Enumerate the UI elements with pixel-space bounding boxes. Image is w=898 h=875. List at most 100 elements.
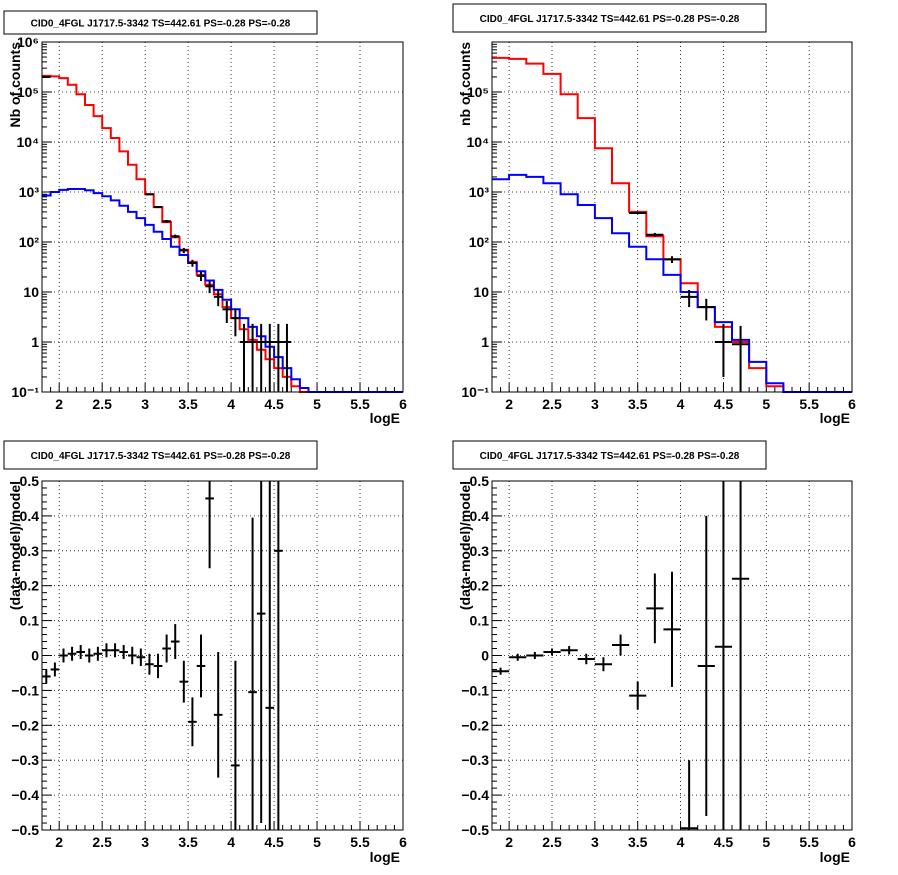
x-tick-label: 4: [227, 396, 235, 412]
data-point: [274, 323, 283, 392]
y-tick-label: −0.2: [461, 717, 489, 733]
y-tick-label: −0.4: [461, 787, 489, 803]
x-tick-label: 3.5: [628, 834, 648, 850]
chart-panel-top-left: 2 2.5 3 3.5 4 4.5 5 5.5 6 10⁻¹ 1 10 10² 10³ 10⁴ 10⁵ 10⁶ l…: [3, 10, 407, 426]
chart-title-box: [452, 440, 767, 470]
plot-frame: [491, 480, 853, 831]
y-tick-label: 0.4: [20, 508, 40, 524]
x-tick-label: 4.5: [714, 834, 734, 850]
x-tick-label: 5: [313, 834, 321, 850]
chart-title-box: [3, 10, 318, 35]
data-point: [59, 648, 68, 663]
data-point: [248, 323, 257, 392]
x-tick-label: 2.5: [542, 396, 562, 412]
y-tick-label: −0.1: [461, 682, 489, 698]
x-tick-label: 4: [677, 396, 685, 412]
y-tick-label: −0.3: [11, 752, 39, 768]
data-point: [732, 481, 750, 830]
data-point: [526, 652, 544, 659]
data-point: [205, 281, 214, 294]
x-tick-label: 5.5: [799, 834, 819, 850]
y-tick-label: 10²: [469, 234, 490, 250]
data-point: [231, 660, 240, 830]
x-axis-label: logE: [370, 849, 400, 865]
y-tick-label: 0.5: [20, 473, 40, 489]
y-tick-label: 0.1: [20, 613, 40, 629]
y-tick-label: 10²: [19, 234, 40, 250]
x-tick-label: 5: [313, 396, 321, 412]
y-axis-label: nb of counts: [457, 42, 473, 126]
data-point: [205, 481, 214, 569]
y-tick-label: 0.2: [470, 578, 490, 594]
y-tick-label: 10⁴: [467, 134, 490, 150]
y-tick-label: 10⁻¹: [11, 384, 39, 400]
data-point: [84, 648, 94, 663]
x-tick-label: 4.5: [264, 834, 284, 850]
x-tick-label: 4.5: [714, 396, 734, 412]
y-tick-label: 10⁻¹: [461, 384, 489, 400]
chart-title: CID0_4FGL J1717.5-3342 TS=442.61 PS=-0.2…: [480, 14, 740, 25]
x-tick-label: 2: [55, 834, 63, 850]
y-tick-label: 0.3: [470, 543, 490, 559]
x-tick-label: 5: [762, 396, 770, 412]
x-tick-label: 2.5: [92, 396, 112, 412]
data-point: [153, 653, 163, 679]
data-point: [231, 308, 240, 337]
y-tick-label: 1: [31, 334, 39, 350]
series-1-histogram-line: [492, 173, 852, 393]
x-tick-label: 6: [399, 396, 407, 412]
data-point: [560, 646, 578, 655]
plot-frame: [41, 480, 404, 831]
data-point: [697, 298, 715, 321]
y-tick-label: 0.1: [470, 613, 490, 629]
data-point: [248, 517, 257, 830]
data-point: [213, 652, 223, 778]
data-point: [76, 645, 85, 659]
data-point: [509, 653, 527, 661]
y-tick-label: −0.2: [11, 717, 39, 733]
data-point: [543, 648, 561, 656]
series-1-histogram-line: [42, 188, 403, 393]
y-tick-label: 0.4: [470, 508, 490, 524]
data-point: [145, 193, 154, 196]
y-tick-label: 10: [473, 284, 489, 300]
y-axis-label: Nb of counts: [7, 42, 23, 128]
x-tick-label: 4: [677, 834, 685, 850]
data-point: [213, 290, 223, 307]
data-point: [646, 232, 664, 237]
data-point: [162, 219, 171, 223]
x-tick-label: 4.5: [264, 396, 284, 412]
x-tick-label: 3.5: [628, 396, 648, 412]
chart-title-box: [452, 3, 767, 33]
data-point: [42, 75, 51, 79]
data-point: [732, 325, 750, 392]
y-tick-label: 0: [481, 648, 489, 664]
x-tick-label: 3: [591, 834, 599, 850]
y-tick-label: 10⁴: [17, 134, 40, 150]
data-point: [265, 323, 275, 392]
chart-title: CID0_4FGL J1717.5-3342 TS=442.61 PS=-0.2…: [480, 451, 740, 462]
data-point: [663, 571, 681, 687]
y-tick-label: 10⁵: [467, 84, 489, 100]
data-point: [256, 481, 266, 824]
x-tick-label: 5.5: [799, 396, 819, 412]
plot-frame: [41, 41, 404, 393]
data-point: [222, 301, 232, 323]
x-axis-label: logE: [370, 410, 400, 426]
chart-panel-bottom-right: 2 2.5 3 3.5 4 4.5 5 5.5 6 −0.5 −0.4 −0.3 −0.2 −0.1 0 0.…: [452, 440, 856, 865]
data-point: [162, 634, 171, 663]
data-point: [256, 323, 266, 392]
x-tick-label: 4: [227, 834, 235, 850]
x-axis-label: logE: [820, 849, 850, 865]
data-point: [170, 624, 180, 659]
data-point: [179, 247, 189, 254]
data-point: [145, 653, 154, 675]
chart-title-box: [3, 440, 318, 470]
x-tick-label: 6: [848, 396, 856, 412]
data-point: [612, 634, 630, 656]
x-tick-label: 2.5: [542, 834, 562, 850]
data-point: [282, 323, 292, 392]
y-tick-label: 0.3: [20, 543, 40, 559]
x-tick-label: 2: [505, 396, 513, 412]
